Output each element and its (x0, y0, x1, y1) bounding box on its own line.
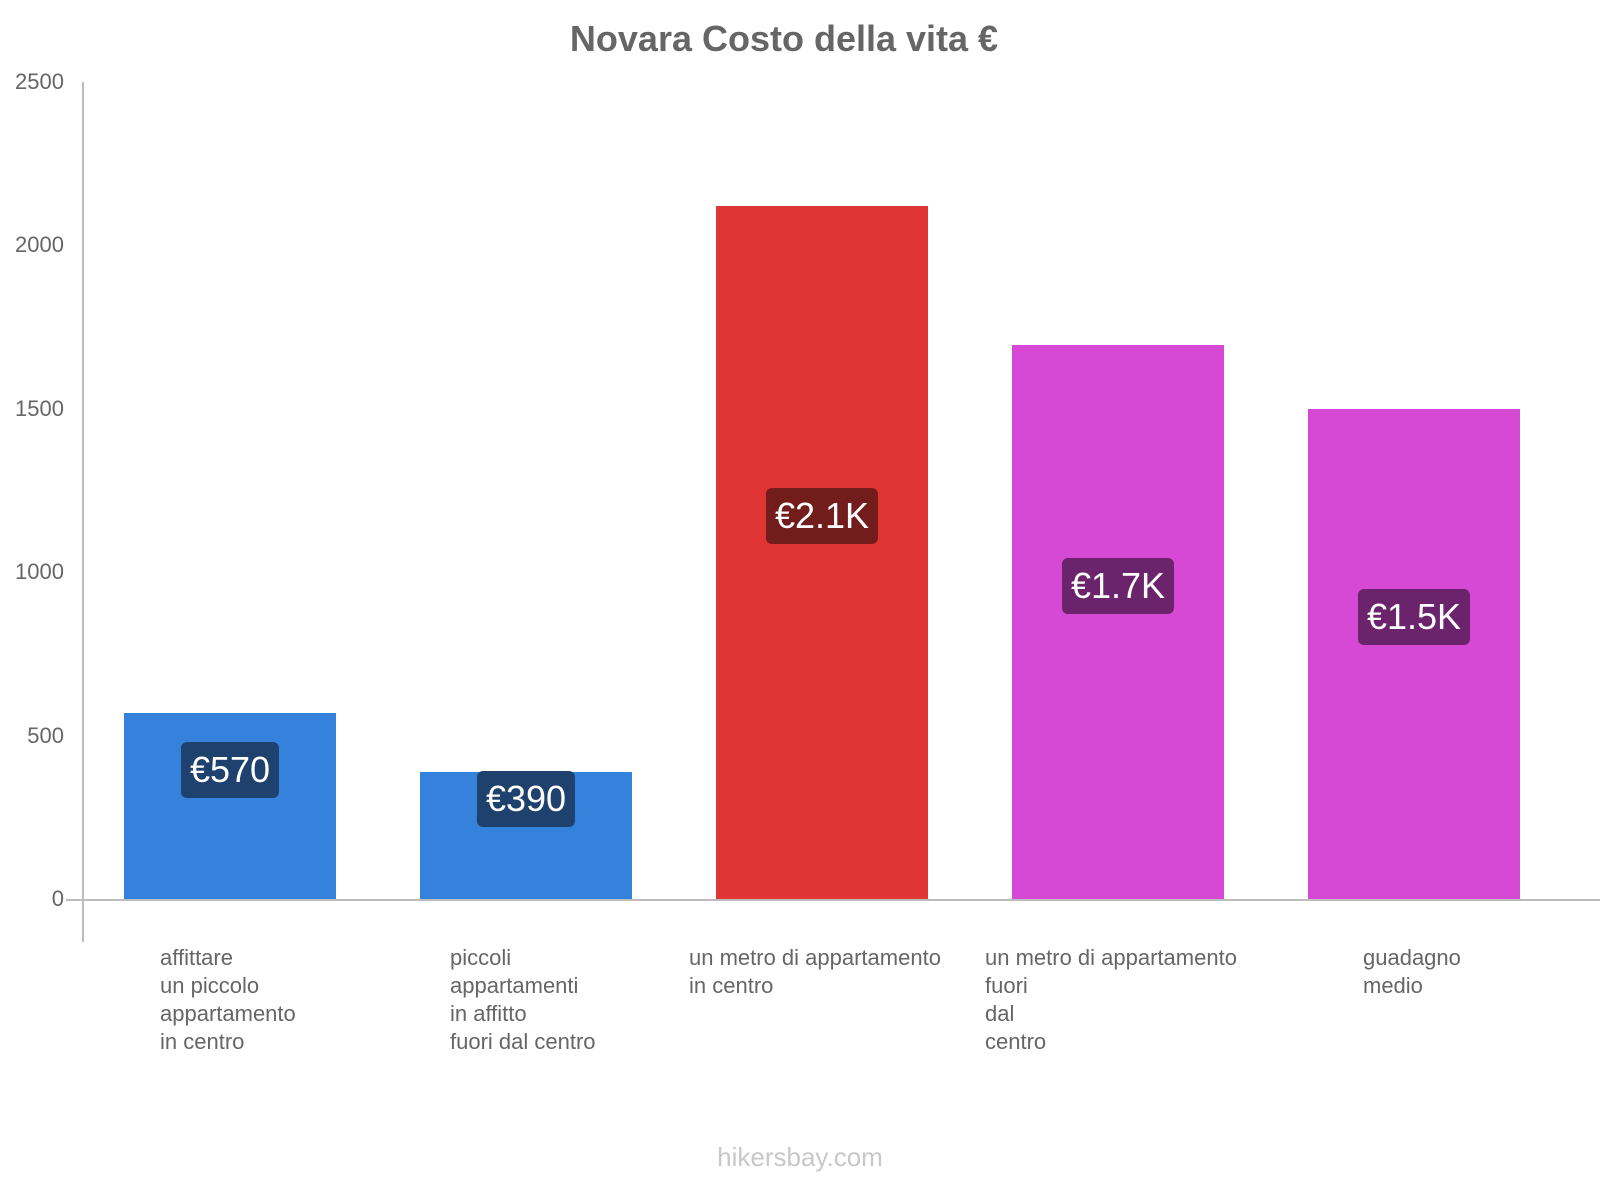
x-tick-label: guadagno medio (1363, 945, 1461, 998)
source-watermark: hikersbay.com (717, 1142, 883, 1172)
x-tick-label: piccoli appartamenti in affitto fuori da… (450, 945, 596, 1054)
value-label: €570 (180, 742, 280, 798)
x-tick-label: un metro di appartamento fuori dal centr… (985, 945, 1237, 1054)
chart-title: Novara Costo della vita € (569, 18, 999, 59)
y-tick-label: 500 (27, 723, 64, 748)
bar (1012, 345, 1224, 899)
y-tick-label: 1500 (15, 396, 64, 421)
value-label: €1.7K (1061, 558, 1175, 614)
value-label: €2.1K (765, 488, 879, 544)
y-axis-line (82, 82, 84, 942)
bar (124, 712, 336, 899)
y-tick-label: 0 (51, 886, 64, 911)
x-tick-label: affittare un piccolo appartamento in cen… (160, 945, 296, 1054)
value-label: €1.5K (1357, 589, 1471, 645)
x-tick-label: un metro di appartamento in centro (689, 945, 941, 998)
x-axis-line (66, 899, 1600, 901)
bar (716, 206, 928, 899)
y-tick-label: 2500 (15, 69, 64, 94)
bar (1308, 408, 1520, 899)
value-label: €390 (476, 771, 576, 827)
y-tick-label: 2000 (15, 232, 64, 257)
y-tick-label: 1000 (15, 559, 64, 584)
